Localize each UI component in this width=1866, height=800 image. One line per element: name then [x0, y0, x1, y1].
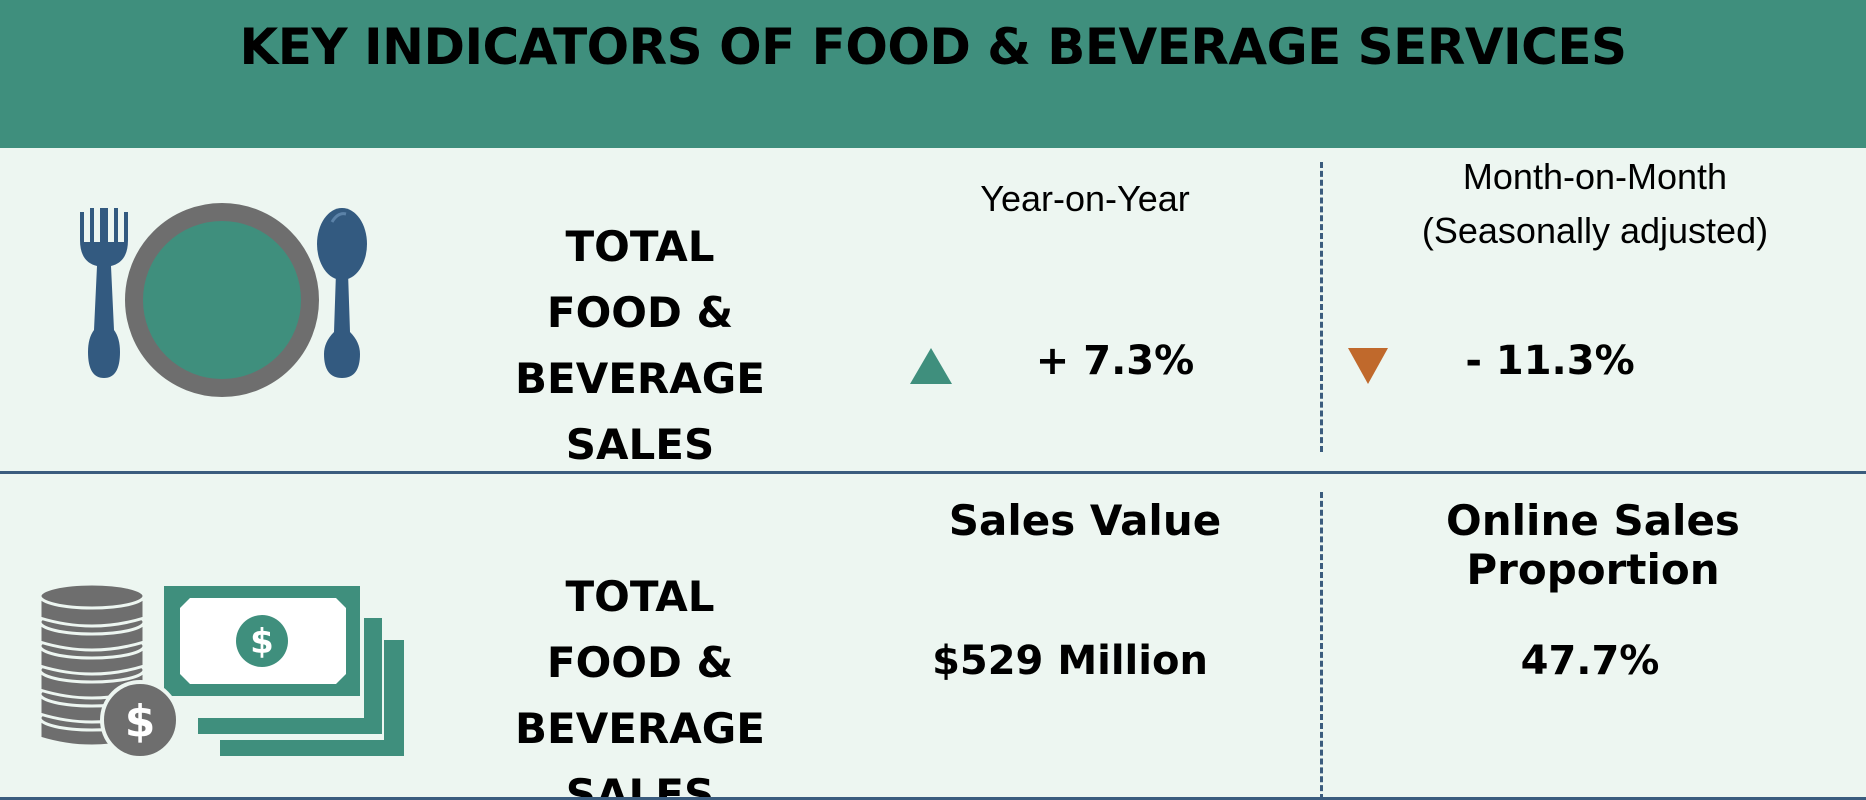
header-banner: KEY INDICATORS OF FOOD & BEVERAGE SERVIC…: [0, 0, 1866, 148]
row2-metric-title: TOTAL FOOD & BEVERAGE SALES: [440, 564, 840, 800]
dollar-coin-icon: [100, 680, 180, 760]
bottom-border: [0, 797, 1866, 800]
svg-text:$: $: [250, 622, 274, 662]
sales-value: $529 Million: [932, 638, 1208, 684]
svg-text:$: $: [125, 696, 156, 747]
column-separator-2: [1320, 492, 1323, 800]
row-divider: [0, 471, 1866, 474]
yoy-label: Year-on-Year: [980, 178, 1190, 219]
column-separator: [1320, 162, 1323, 452]
mom-label-line2: (Seasonally adjusted): [1421, 210, 1769, 251]
row2-title-line1: TOTAL: [565, 572, 715, 621]
plate-cutlery-icon: [80, 203, 367, 397]
down-arrow-icon: [1348, 348, 1388, 384]
yoy-value: + 7.3%: [1035, 338, 1195, 384]
row2-title-line3: BEVERAGE SALES: [515, 704, 765, 800]
row1-metric-title: TOTAL FOOD & BEVERAGE SALES: [440, 214, 840, 478]
money-coins-icon: $ $: [38, 582, 404, 760]
row1-title-line1: TOTAL: [565, 222, 715, 271]
spoon-icon: [317, 208, 367, 378]
row1-title-line3: BEVERAGE SALES: [515, 354, 765, 469]
mom-label-line1: Month-on-Month: [1462, 156, 1728, 197]
online-proportion-label: Online Sales Proportion: [1446, 496, 1740, 594]
mom-label: Month-on-Month (Seasonally adjusted): [1340, 150, 1850, 258]
fork-icon: [80, 208, 128, 378]
sales-value-label: Sales Value: [948, 496, 1222, 545]
row1-title-line2: FOOD &: [546, 288, 734, 337]
page-title: KEY INDICATORS OF FOOD & BEVERAGE SERVIC…: [239, 18, 1627, 76]
plate-icon: [125, 203, 319, 397]
online-proportion-value: 47.7%: [1520, 638, 1660, 684]
mom-value: - 11.3%: [1465, 338, 1635, 384]
up-arrow-icon: [910, 348, 952, 384]
row2-title-line2: FOOD &: [546, 638, 734, 687]
